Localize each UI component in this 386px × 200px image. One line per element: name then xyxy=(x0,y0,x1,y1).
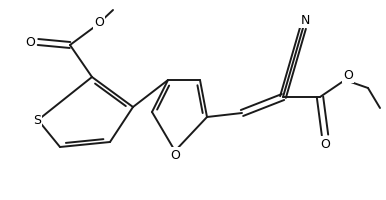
Text: O: O xyxy=(94,15,104,28)
Text: S: S xyxy=(33,114,41,127)
Text: O: O xyxy=(343,69,353,82)
Text: O: O xyxy=(320,138,330,151)
Text: N: N xyxy=(300,14,310,27)
Text: O: O xyxy=(25,36,35,49)
Text: O: O xyxy=(170,149,180,162)
